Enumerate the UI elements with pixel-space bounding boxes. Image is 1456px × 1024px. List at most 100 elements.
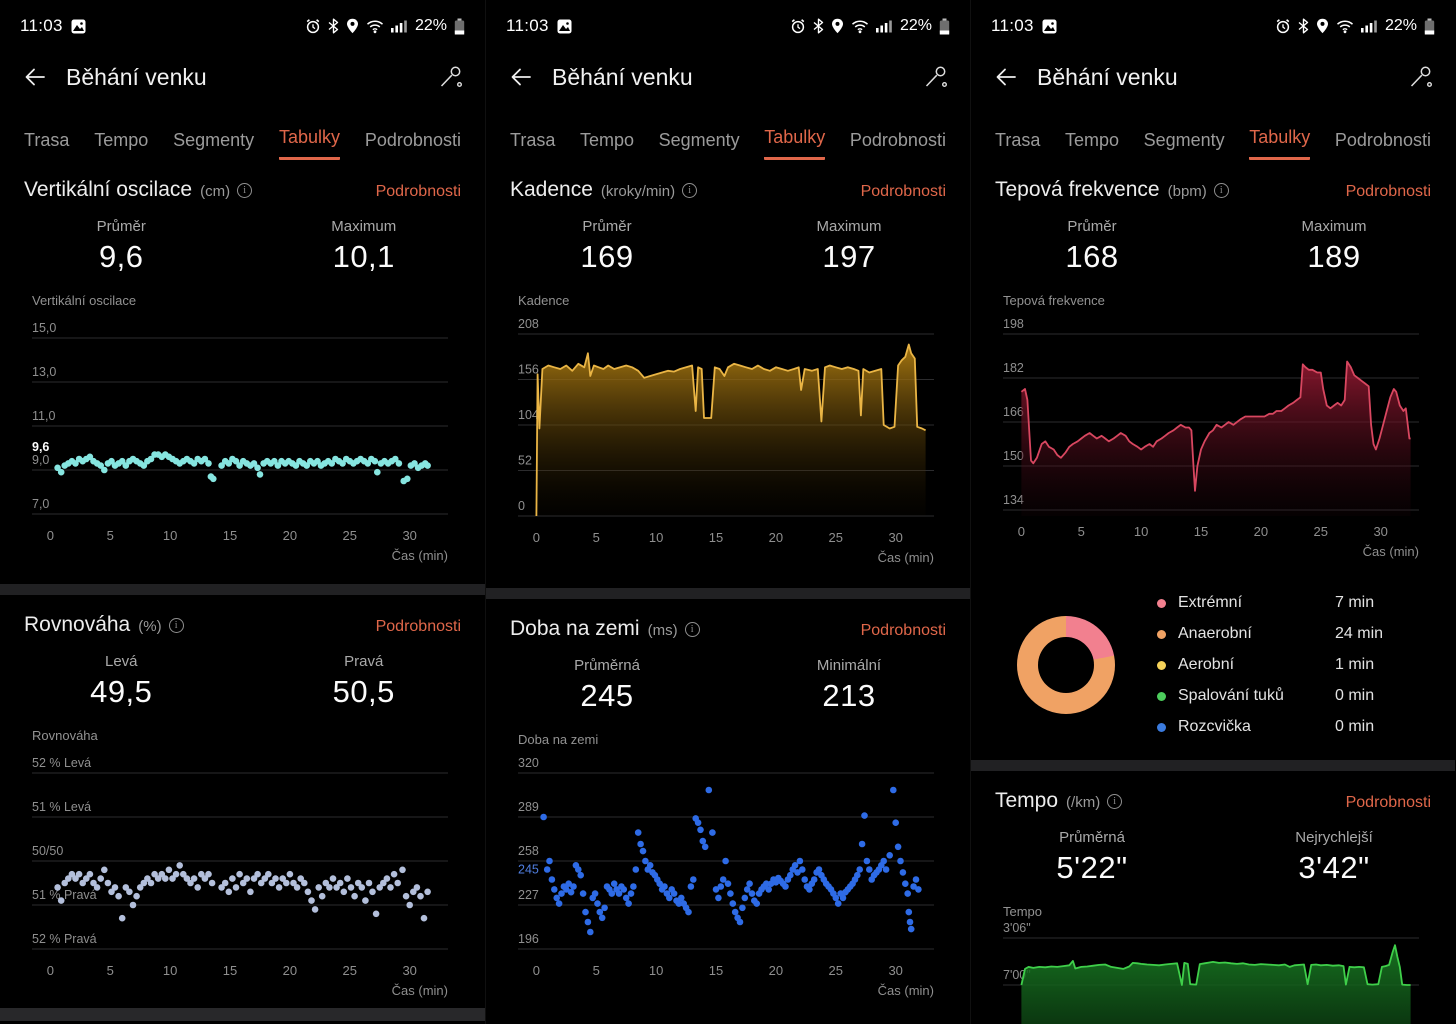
- stats-row: Průměr 168 Maximum 189: [971, 218, 1455, 275]
- tab-tabulky[interactable]: Tabulky: [764, 127, 826, 160]
- share-route-icon[interactable]: [922, 64, 948, 90]
- info-icon[interactable]: i: [684, 621, 700, 637]
- svg-text:5: 5: [593, 963, 600, 978]
- pace-chart: 3'06"7'00": [1003, 921, 1419, 1024]
- legend-row: Aerobní 1 min: [1157, 656, 1427, 674]
- tab-tabulky[interactable]: Tabulky: [279, 127, 341, 160]
- tab-podrobnosti[interactable]: Podrobnosti: [364, 130, 461, 150]
- stat-value: 5'22": [1056, 850, 1128, 885]
- details-link[interactable]: Podrobnosti: [375, 618, 461, 635]
- page-title: Běhání venku: [1037, 63, 1178, 90]
- svg-text:52 % Levá: 52 % Levá: [32, 756, 91, 770]
- details-link[interactable]: Podrobnosti: [1345, 183, 1431, 200]
- svg-text:198: 198: [1003, 317, 1024, 331]
- status-bar: 11:03 22%: [0, 0, 485, 44]
- ground-contact-time-chart: 320 289 258 245 227 196 0 5 10 15 20 25 30 Čas (min): [518, 756, 934, 998]
- info-icon[interactable]: i: [168, 617, 184, 633]
- details-link[interactable]: Podrobnosti: [375, 183, 461, 200]
- balance-chart: 52 % Levá 51 % Levá 50/50 51 % Pravá 52 % Pr…: [32, 756, 448, 998]
- section-divider: [971, 760, 1455, 771]
- details-link[interactable]: Podrobnosti: [860, 183, 946, 200]
- clock-time: 11:03: [20, 16, 63, 35]
- bluetooth-icon: [813, 18, 824, 34]
- tab-bar: Trasa Tempo Segmenty Tabulky Podrobnosti: [486, 106, 970, 160]
- info-icon[interactable]: i: [237, 182, 253, 198]
- zone-label: Anaerobní: [1178, 625, 1252, 642]
- tab-tabulky[interactable]: Tabulky: [1249, 127, 1311, 160]
- alarm-icon: [1275, 18, 1291, 34]
- phone-panel-1: 11:03 22% Běhání venku Trasa Tempo Segme…: [0, 0, 485, 1024]
- stat-value: 189: [1307, 239, 1361, 274]
- location-icon: [346, 18, 359, 34]
- stat-label: Průměrná: [574, 657, 640, 674]
- svg-text:9,0: 9,0: [32, 453, 49, 467]
- hr-zones-block: Extrémní 7 min Anaerobní 24 min Aerobní 1 m…: [971, 594, 1455, 736]
- clock-time: 11:03: [506, 16, 549, 35]
- app-header: Běhání venku: [0, 44, 485, 106]
- zone-label: Extrémní: [1178, 594, 1243, 611]
- svg-text:166: 166: [1003, 405, 1024, 419]
- info-icon[interactable]: i: [1213, 182, 1229, 198]
- info-icon[interactable]: i: [1107, 793, 1123, 809]
- tab-podrobnosti[interactable]: Podrobnosti: [849, 130, 946, 150]
- wifi-icon: [851, 19, 869, 34]
- tab-segmenty[interactable]: Segmenty: [1143, 130, 1225, 150]
- svg-text:20: 20: [769, 530, 783, 545]
- info-icon[interactable]: i: [682, 182, 698, 198]
- svg-text:7,0: 7,0: [32, 497, 49, 511]
- share-route-icon[interactable]: [437, 64, 463, 90]
- page-title: Běhání venku: [66, 63, 207, 90]
- svg-text:134: 134: [1003, 493, 1024, 507]
- app-header: Běhání venku: [486, 44, 970, 106]
- section-header: Tempo (/km) i Podrobnosti: [971, 789, 1455, 813]
- svg-text:25: 25: [829, 963, 843, 978]
- svg-text:258: 258: [518, 844, 539, 858]
- zone-value: 0 min: [1335, 718, 1375, 735]
- back-button[interactable]: [508, 64, 534, 90]
- stat-label: Levá: [104, 653, 138, 670]
- battery-percent: 22%: [414, 17, 447, 34]
- svg-text:5: 5: [593, 530, 600, 545]
- zone-label: Spalování tuků: [1178, 687, 1284, 704]
- stat-value: 245: [580, 678, 634, 713]
- tab-bar: Trasa Tempo Segmenty Tabulky Podrobnosti: [0, 106, 485, 160]
- back-button[interactable]: [993, 64, 1019, 90]
- stat-label: Maximum: [1301, 218, 1367, 235]
- zone-dot: [1157, 660, 1166, 670]
- gallery-icon: [71, 19, 86, 34]
- zone-dot: [1157, 691, 1166, 701]
- share-route-icon[interactable]: [1407, 64, 1433, 90]
- tab-trasa[interactable]: Trasa: [510, 130, 556, 150]
- svg-text:150: 150: [1003, 449, 1024, 463]
- signal-icon: [875, 19, 893, 33]
- stat-value: 49,5: [90, 674, 153, 709]
- tab-tempo[interactable]: Tempo: [579, 130, 634, 150]
- stat-label: Průměr: [582, 218, 632, 235]
- tab-tempo[interactable]: Tempo: [1064, 130, 1119, 150]
- tab-segmenty[interactable]: Segmenty: [658, 130, 740, 150]
- tab-tempo[interactable]: Tempo: [94, 130, 149, 150]
- wifi-icon: [366, 19, 384, 34]
- svg-text:10: 10: [163, 528, 177, 543]
- tab-trasa[interactable]: Trasa: [24, 130, 70, 150]
- tab-podrobnosti[interactable]: Podrobnosti: [1334, 130, 1431, 150]
- svg-text:20: 20: [283, 963, 297, 978]
- details-link[interactable]: Podrobnosti: [1345, 794, 1431, 811]
- tab-trasa[interactable]: Trasa: [995, 130, 1041, 150]
- section-title: Tempo: [995, 789, 1059, 812]
- svg-text:50/50: 50/50: [32, 844, 63, 858]
- svg-text:15: 15: [223, 963, 237, 978]
- details-link[interactable]: Podrobnosti: [860, 622, 946, 639]
- zone-value: 0 min: [1335, 687, 1375, 704]
- back-button[interactable]: [22, 64, 48, 90]
- chart-title: Tepová frekvence: [1003, 293, 1105, 308]
- alarm-icon: [305, 18, 321, 34]
- svg-text:Čas (min): Čas (min): [1363, 544, 1419, 559]
- stat-label: Pravá: [344, 653, 384, 670]
- section-divider: [486, 588, 970, 599]
- svg-text:20: 20: [283, 528, 297, 543]
- svg-text:15: 15: [709, 530, 723, 545]
- tab-segmenty[interactable]: Segmenty: [173, 130, 255, 150]
- svg-text:11,0: 11,0: [32, 409, 55, 423]
- chart-title: Rovnováha: [32, 728, 98, 743]
